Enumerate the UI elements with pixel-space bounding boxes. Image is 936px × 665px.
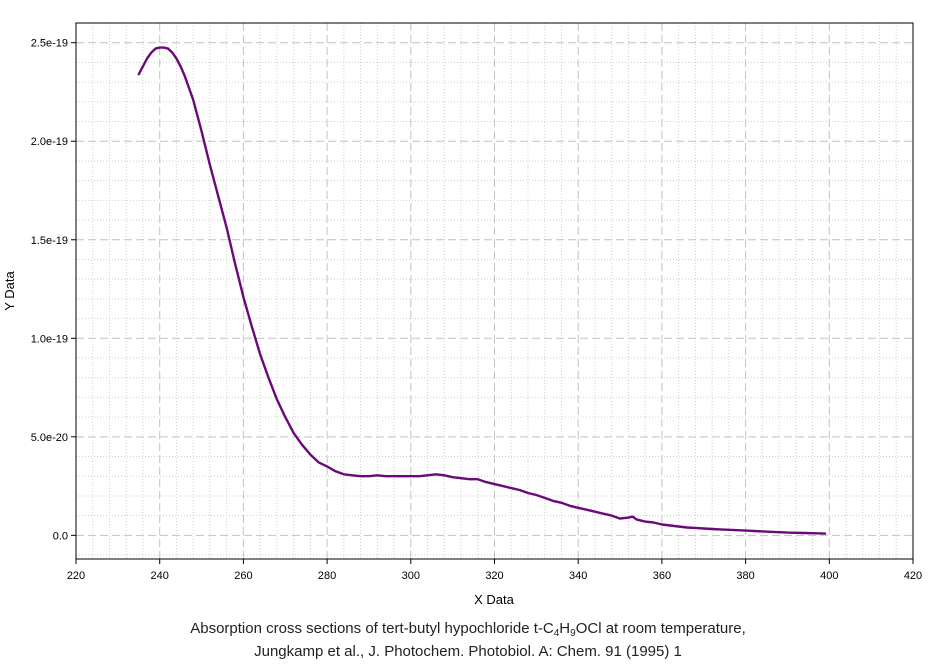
grid-minor — [76, 23, 913, 559]
chart-caption-line-2: Jungkamp et al., J. Photochem. Photobiol… — [254, 643, 682, 660]
caption-subscript-4: 4 — [553, 628, 560, 639]
caption-h: H — [559, 620, 571, 637]
series-line — [137, 46, 827, 535]
y-axis: 0.0 5.0e-20 1.0e-19 1.5e-19 2.0e-19 2.5e-19 — [31, 38, 76, 542]
x-tick-label: 400 — [820, 570, 838, 582]
x-tick-label: 360 — [653, 570, 671, 582]
x-axis-title: X Data — [474, 592, 515, 607]
caption-subscript-9: 9 — [570, 628, 576, 639]
y-tick-label: 1.5e-19 — [31, 235, 68, 247]
caption-suffix: OCl at room temperature, — [575, 620, 746, 637]
grid-major — [76, 23, 913, 559]
x-tick-label: 340 — [569, 570, 587, 582]
x-tick-label: 260 — [234, 570, 252, 582]
y-tick-label: 2.0e-19 — [31, 136, 68, 148]
y-tick-label: 5.0e-20 — [31, 432, 68, 444]
y-tick-label: 0.0 — [53, 530, 68, 542]
x-tick-label: 280 — [318, 570, 336, 582]
y-axis-title: Y Data — [2, 270, 17, 310]
x-tick-label: 320 — [485, 570, 503, 582]
y-tick-label: 1.0e-19 — [31, 333, 68, 345]
y-tick-label: 2.5e-19 — [31, 38, 68, 50]
x-axis: 220 240 260 280 300 320 340 360 380 400 420 — [67, 559, 922, 582]
caption-prefix: Absorption cross sections of tert-butyl … — [190, 620, 554, 637]
x-tick-label: 300 — [402, 570, 420, 582]
x-tick-label: 420 — [904, 570, 922, 582]
x-tick-label: 380 — [736, 570, 754, 582]
chart-caption-line-1: Absorption cross sections of tert-butyl … — [0, 620, 936, 639]
x-tick-label: 220 — [67, 570, 85, 582]
x-tick-label: 240 — [151, 570, 169, 582]
